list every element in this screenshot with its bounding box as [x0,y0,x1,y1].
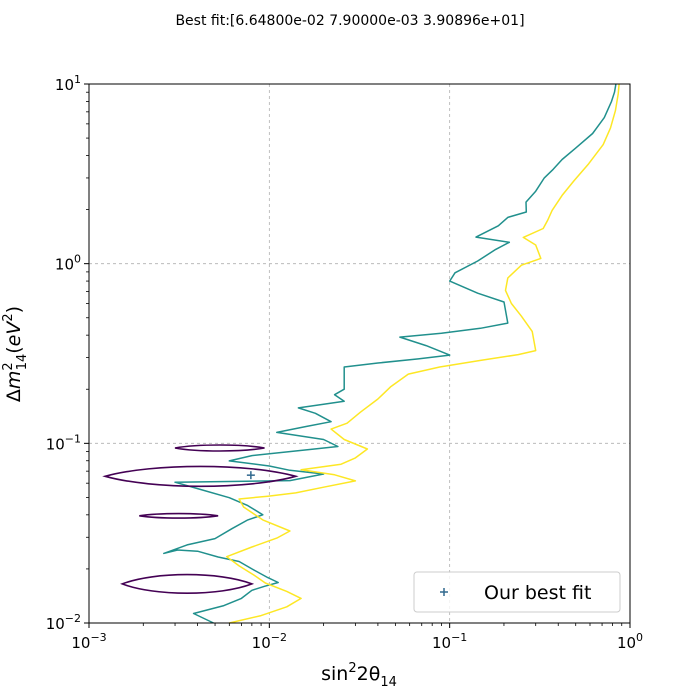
legend-box [413,571,621,613]
legend: Our best fit [413,571,621,613]
series-line-2 [225,83,620,624]
y-tick-label: 10−2 [46,612,81,633]
best-fit-marker [246,471,255,480]
contour-island-2 [139,512,219,519]
x-tick-label: 10−3 [71,631,106,652]
legend-marker [440,588,448,596]
contour-island-3 [102,465,299,488]
plot-frame [88,83,631,624]
contour-island-4 [174,444,265,452]
series-line-1 [163,83,617,624]
x-tick-label: 100 [617,631,643,652]
x-tick-label: 10−2 [252,631,287,652]
y-tick-label: 10−1 [46,432,81,453]
x-tick-label: 10−1 [432,631,467,652]
chart-title: Best fit:[6.64800e-02 7.90000e-03 3.9089… [175,13,524,29]
x-axis-label: sin22θ14 [321,661,397,690]
plot-data [102,83,620,624]
contour-island-1 [120,573,255,594]
grid-lines [89,84,630,623]
y-axis-label: Δm214(eV2) [1,306,30,402]
legend-label: Our best fit [484,582,591,604]
y-tick-label: 100 [55,253,81,274]
y-tick-label: 101 [55,73,81,94]
